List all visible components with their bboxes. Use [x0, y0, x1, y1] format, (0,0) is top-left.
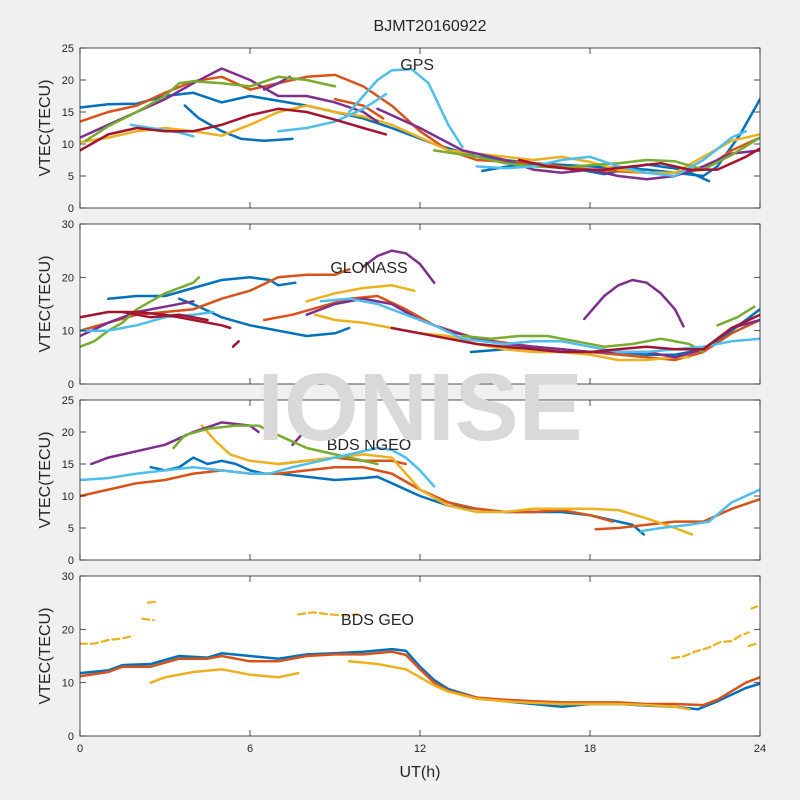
y-axis-label: VTEC(TECU): [37, 256, 54, 353]
series-line: [716, 305, 756, 327]
series-line: [84, 75, 337, 143]
series-line: [80, 107, 388, 152]
series-line: [149, 456, 646, 536]
y-tick-label: 0: [68, 555, 74, 567]
y-tick-label: 30: [62, 219, 74, 231]
series-line: [347, 660, 691, 711]
x-tick-label: 0: [77, 743, 83, 755]
y-tick-label: 25: [62, 395, 74, 407]
series-line: [172, 424, 379, 466]
series-line: [461, 334, 705, 354]
series-line: [747, 642, 759, 647]
series-group: [80, 67, 760, 183]
series-line: [671, 631, 750, 660]
series-line: [80, 465, 614, 523]
y-tick-label: 20: [62, 427, 74, 439]
series-line: [80, 634, 135, 645]
panels: 0 5 10 15 20 25 VTEC(TECU) GPS 0 10 20 30 VTEC(TECU)…: [37, 43, 766, 755]
series-line: [146, 600, 158, 604]
y-tick-label: 10: [62, 678, 74, 690]
series-line: [80, 276, 201, 348]
panel-4: 0 10 20 30 0 6 12 18 24 VTEC(TECU) BDS GEO: [37, 571, 766, 755]
panel-2: 0 10 20 30 VTEC(TECU) GLONASS: [37, 219, 761, 391]
y-tick-label: 10: [62, 491, 74, 503]
x-axis-label: UT(h): [400, 764, 441, 781]
y-tick-label: 15: [62, 459, 74, 471]
series-line: [362, 249, 436, 284]
x-tick-label: 6: [247, 743, 253, 755]
figure-title: BJMT20160922: [374, 18, 487, 35]
y-axis-label: VTEC(TECU): [37, 608, 54, 705]
y-tick-label: 20: [62, 272, 74, 284]
panel-3: 0 5 10 15 20 25 VTEC(TECU) BDS NGEO: [37, 395, 761, 567]
series-line: [517, 147, 760, 171]
series-line: [750, 605, 759, 610]
series-line: [594, 497, 760, 531]
y-tick-label: 20: [62, 624, 74, 636]
panel-label: GPS: [400, 57, 434, 74]
series-line: [305, 284, 416, 303]
series-line: [231, 340, 240, 348]
series-line: [80, 650, 760, 707]
panel-label: BDS NGEO: [327, 437, 411, 454]
x-tick-label: 12: [414, 743, 426, 755]
y-tick-label: 0: [68, 203, 74, 215]
series-line: [80, 310, 232, 330]
y-tick-label: 20: [62, 75, 74, 87]
series-line: [313, 313, 691, 362]
series-line: [583, 278, 685, 328]
y-tick-label: 30: [62, 571, 74, 583]
y-axis-label: VTEC(TECU): [37, 432, 54, 529]
y-tick-label: 10: [62, 326, 74, 338]
y-tick-label: 15: [62, 107, 74, 119]
watermark-text: IONISE: [257, 354, 582, 461]
series-group: [80, 600, 760, 711]
series-line: [183, 104, 294, 143]
series-line: [80, 310, 215, 332]
series-line: [200, 424, 694, 536]
y-tick-label: 10: [62, 139, 74, 151]
y-tick-label: 0: [68, 731, 74, 743]
series-line: [149, 668, 300, 684]
panel-1: 0 5 10 15 20 25 VTEC(TECU) GPS: [37, 43, 761, 215]
series-line: [639, 488, 760, 533]
y-tick-label: 5: [68, 171, 74, 183]
series-line: [141, 617, 155, 622]
y-tick-label: 0: [68, 379, 74, 391]
series-line: [121, 310, 209, 322]
x-tick-label: 18: [584, 743, 596, 755]
series-line: [390, 313, 760, 354]
series-line: [319, 297, 760, 354]
series-group: [80, 249, 760, 362]
series-line: [305, 297, 760, 359]
series-line: [177, 297, 351, 338]
series-line: [347, 67, 464, 149]
plot-area: [80, 400, 760, 560]
series-line: [333, 97, 385, 120]
series-line: [262, 75, 291, 91]
series-line: [475, 129, 748, 178]
series-line: [107, 276, 297, 300]
series-line: [80, 446, 436, 488]
panel-label: BDS GEO: [341, 612, 414, 629]
y-axis-label: VTEC(TECU): [37, 80, 54, 177]
x-tick-label: 24: [754, 743, 766, 755]
series-line: [277, 92, 388, 133]
y-tick-label: 25: [62, 43, 74, 55]
series-group: [80, 421, 760, 536]
series-line: [432, 136, 760, 171]
y-tick-label: 5: [68, 523, 74, 535]
panel-label: GLONASS: [330, 260, 407, 277]
